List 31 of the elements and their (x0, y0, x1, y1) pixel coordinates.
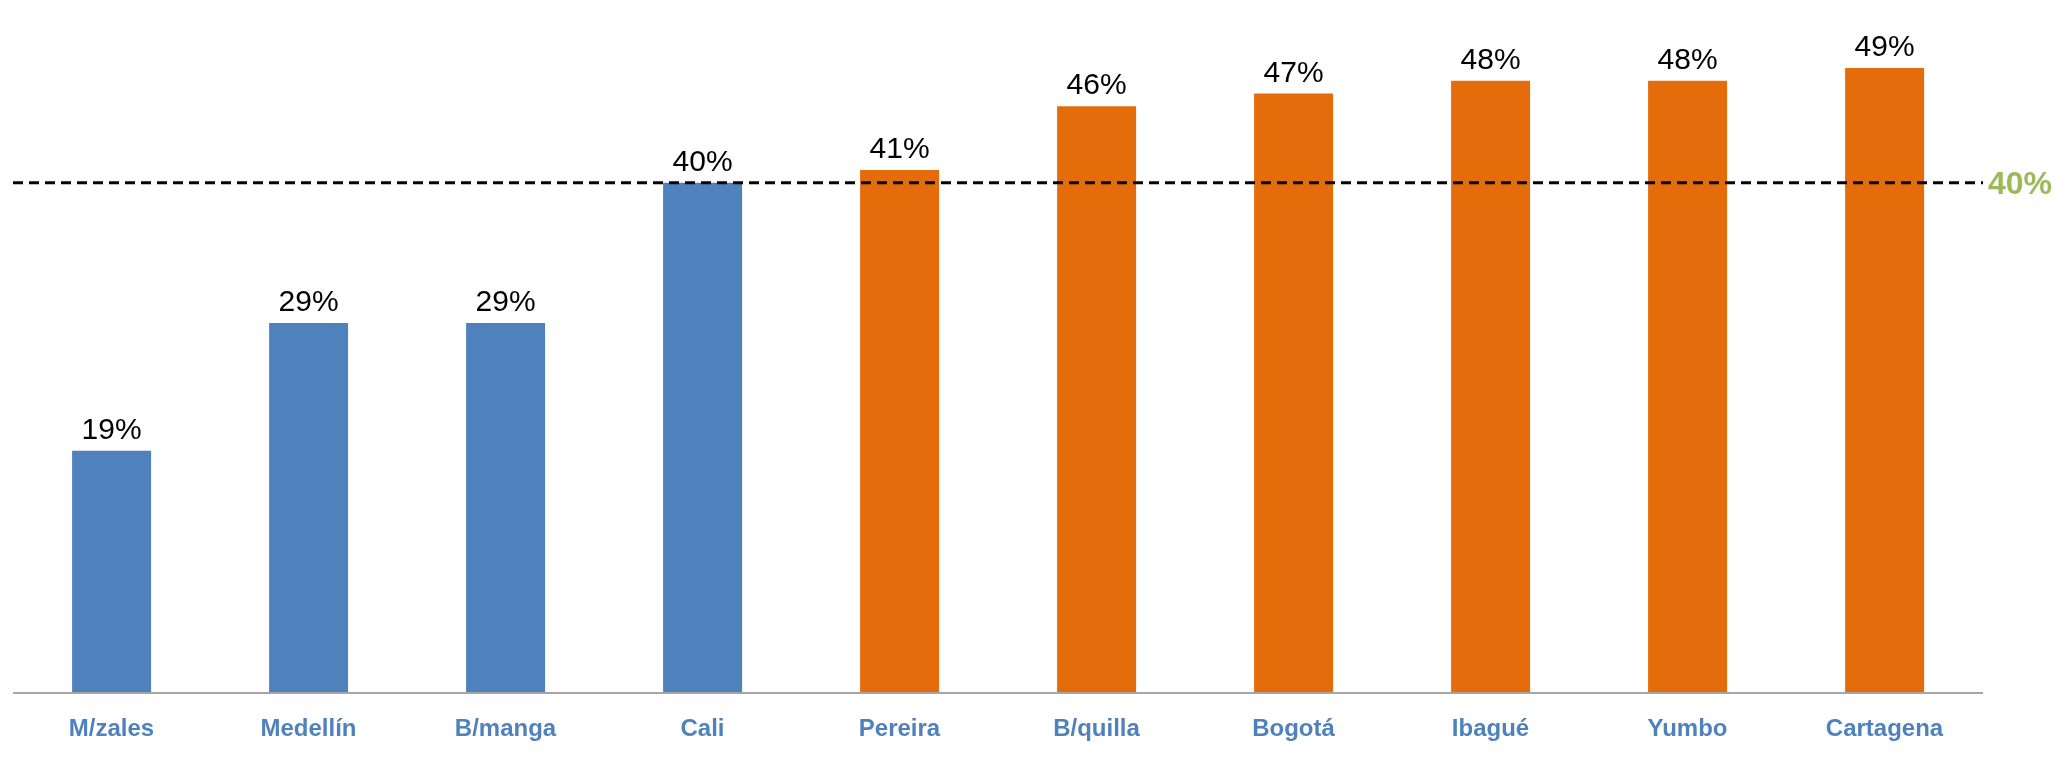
data-label: 46% (1066, 67, 1127, 101)
ref-line-label: 40% (1988, 165, 2053, 202)
bar (72, 450, 152, 693)
data-label: 48% (1657, 41, 1718, 75)
x-tick-label: M/zales (68, 714, 155, 742)
data-label: 29% (475, 284, 536, 318)
bar (1254, 93, 1334, 693)
data-label: 49% (1854, 29, 1915, 62)
bar (466, 323, 546, 693)
data-label: 40% (672, 143, 733, 177)
x-tick-label: Medellín (260, 714, 357, 742)
data-label: 19% (81, 411, 142, 445)
bar (1648, 80, 1728, 693)
x-tick-label: Ibagué (1451, 714, 1530, 742)
x-tick-label: Yumbo (1647, 714, 1728, 742)
x-tick-label: Bogotá (1252, 714, 1336, 742)
data-label: 47% (1263, 54, 1324, 88)
x-tick-label: B/quilla (1053, 714, 1141, 742)
bar (269, 323, 349, 693)
bar (1845, 68, 1925, 693)
bar (663, 182, 743, 693)
bar (860, 170, 940, 693)
x-tick-label: B/manga (454, 714, 557, 742)
data-label: 29% (278, 284, 339, 318)
bar (1451, 80, 1531, 693)
bar (1057, 106, 1137, 693)
x-tick-label: Cartagena (1825, 714, 1944, 742)
data-label: 41% (869, 131, 930, 165)
data-label: 48% (1460, 41, 1521, 75)
x-tick-label: Cali (680, 714, 725, 742)
x-tick-label: Pereira (858, 714, 941, 742)
